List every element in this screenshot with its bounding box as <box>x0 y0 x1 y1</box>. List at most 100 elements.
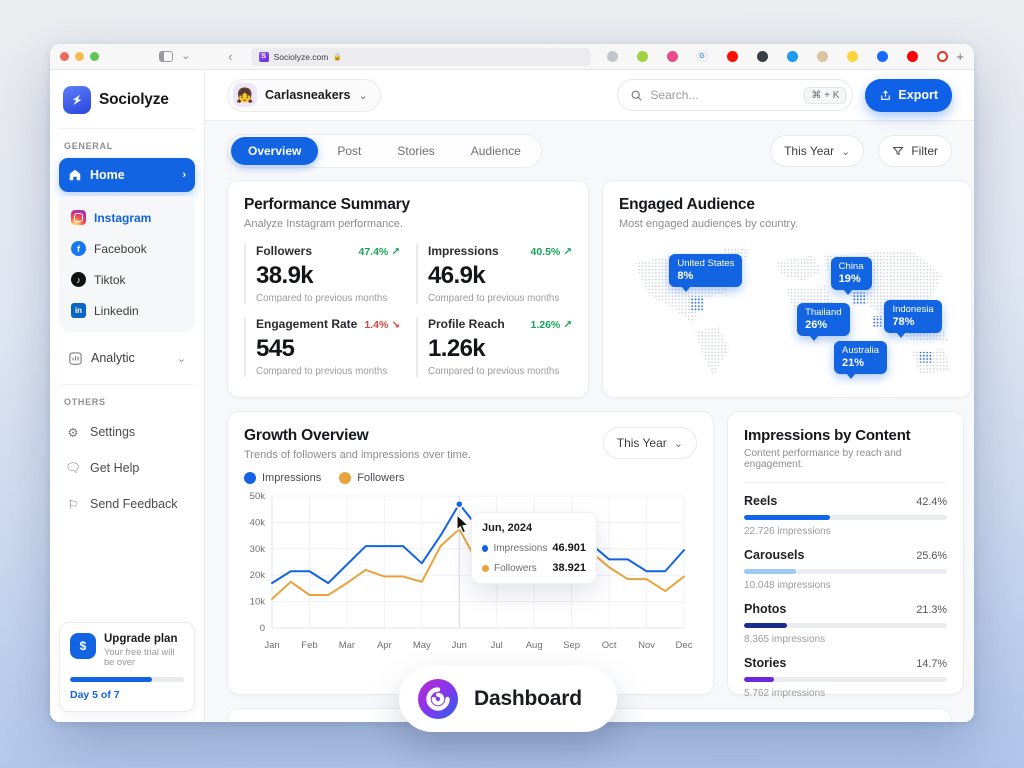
metric-header: Followers 47.4% ↗ <box>256 244 400 258</box>
section-label-others: OTHERS <box>64 397 106 407</box>
chart-period-select[interactable]: This Year ⌄ <box>602 427 697 459</box>
behance-icon[interactable] <box>876 51 888 62</box>
browser-chrome: ⌄ ‹ S Sociolyze.com 🔒 G + <box>50 44 974 70</box>
browser-sidebar-icon[interactable] <box>159 51 173 62</box>
chevron-down-icon: ⌄ <box>358 89 368 102</box>
card-title: Engaged Audience <box>619 196 755 213</box>
back-icon[interactable]: ‹ <box>228 49 233 64</box>
close-window-button[interactable] <box>60 52 69 61</box>
trial-progress-fill <box>70 677 153 682</box>
card-title: Impressions by Content <box>744 427 911 444</box>
content-caption: 10.048 impressions <box>744 580 831 591</box>
sidebar-item-linkedin[interactable]: in Linkedin <box>71 295 191 326</box>
adobe-icon[interactable] <box>726 51 738 62</box>
tab-post[interactable]: Post <box>337 144 362 158</box>
geo-badge-australia: Australia 21% <box>834 341 887 380</box>
leaf-icon[interactable] <box>636 51 648 62</box>
export-button[interactable]: Export <box>865 78 952 112</box>
content-label: Carousels <box>744 548 805 562</box>
legend-dot <box>339 472 352 484</box>
product-icon[interactable] <box>816 51 828 62</box>
legend-label: Followers <box>357 472 405 484</box>
card-subtitle: Trends of followers and impressions over… <box>244 449 472 461</box>
overlay-label: Dashboard <box>474 687 582 710</box>
geo-country-label: Thailand <box>805 307 842 319</box>
legend-label: Impressions <box>262 472 322 484</box>
metric-caption: Compared to previous months <box>256 293 388 304</box>
content-progress-bar <box>744 677 947 682</box>
geo-country-label: Indonesia <box>892 304 934 316</box>
maximize-window-button[interactable] <box>90 52 99 61</box>
legend-dot <box>244 472 256 484</box>
extension-icon[interactable] <box>606 51 618 62</box>
metric-value: 545 <box>256 335 295 362</box>
youtube-icon[interactable] <box>906 51 918 62</box>
minimize-window-button[interactable] <box>75 52 84 61</box>
chevron-down-icon[interactable]: ⌄ <box>181 50 191 62</box>
metric-header: Impressions 40.5% ↗ <box>428 244 572 258</box>
brand-name: Sociolyze <box>99 91 169 108</box>
geo-country-label: China <box>838 260 864 272</box>
opera-icon[interactable] <box>936 51 948 62</box>
sidebar-item-settings[interactable]: ⚙ Settings <box>59 414 195 450</box>
metric-value: 1.26k <box>428 335 486 362</box>
sidebar-item-label: Linkedin <box>94 303 139 318</box>
twitter-icon[interactable] <box>786 51 798 62</box>
card-subtitle: Most engaged audiences by country. <box>619 218 798 230</box>
period-label: This Year <box>616 436 667 450</box>
content-progress-bar <box>744 569 947 574</box>
tooltip-title: Jun, 2024 <box>482 522 533 534</box>
chevron-down-icon: ⌄ <box>176 352 186 365</box>
tab-overview[interactable]: Overview <box>231 137 319 165</box>
dribbble-icon[interactable] <box>666 51 678 62</box>
analytics-icon <box>69 351 82 365</box>
upgrade-plan-card[interactable]: $ Upgrade plan Your free trial will be o… <box>59 622 195 712</box>
snapchat-icon[interactable] <box>846 51 858 62</box>
content-progress-fill <box>744 623 788 628</box>
dashboard-overlay-badge: Dashboard <box>399 666 617 732</box>
metric-value: 46.9k <box>428 262 486 289</box>
content-caption: 22.726 impressions <box>744 526 831 537</box>
tab-stories[interactable]: Stories <box>397 144 435 158</box>
card-subtitle: Analyze Instagram performance. <box>244 218 403 230</box>
others-group: ⚙ Settings 🗨 Get Help ⚐ Send Feedback <box>59 414 195 522</box>
account-switcher[interactable]: 👧 Carlasneakers ⌄ <box>227 78 381 112</box>
geo-country-label: United States <box>677 257 735 269</box>
content-caption: 5.762 impressions <box>744 688 826 699</box>
sidebar-item-home[interactable]: Home › <box>59 158 195 192</box>
search-input[interactable]: Search... ⌘ + K <box>617 79 854 111</box>
sidebar-item-instagram[interactable]: Instagram <box>71 202 191 233</box>
metric-delta: 1.4% ↘ <box>364 319 400 331</box>
svg-text:30k: 30k <box>250 544 266 555</box>
tab-audience[interactable]: Audience <box>470 144 521 158</box>
sidebar-item-get-help[interactable]: 🗨 Get Help <box>59 450 195 486</box>
filter-button[interactable]: Filter <box>878 135 952 167</box>
sidebar-item-tiktok[interactable]: ♪ Tiktok <box>71 264 191 295</box>
chart-legend: Impressions Followers <box>244 472 697 484</box>
mountain-icon[interactable] <box>756 51 768 62</box>
svg-text:Dec: Dec <box>676 640 693 651</box>
metric-label: Impressions <box>428 244 499 258</box>
period-select[interactable]: This Year ⌄ <box>770 135 865 167</box>
browser-tab[interactable]: S Sociolyze.com 🔒 <box>250 47 591 66</box>
metric-impressions: Impressions 40.5% ↗ 46.9k Compared to previ… <box>416 244 572 304</box>
chevron-down-icon: ⌄ <box>673 437 683 450</box>
sidebar-item-label: Instagram <box>94 210 152 225</box>
content-row-stories: Stories 14.7% 5.762 impressions <box>744 656 947 699</box>
new-tab-button[interactable]: + <box>956 49 964 64</box>
upgrade-title: Upgrade plan <box>104 633 178 645</box>
metric-caption: Compared to previous months <box>428 293 560 304</box>
export-icon <box>881 89 891 100</box>
sidebar-item-label: Get Help <box>90 461 140 475</box>
content-label: Stories <box>744 656 787 670</box>
divider <box>744 482 947 483</box>
card-subtitle: Content performance by reach and engagem… <box>744 448 902 470</box>
sidebar-item-send-feedback[interactable]: ⚐ Send Feedback <box>59 486 195 522</box>
sidebar-item-analytic[interactable]: Analytic ⌄ <box>59 342 195 374</box>
content-row-carousels: Carousels 25.6% 10.048 impressions <box>744 548 947 591</box>
google-icon[interactable]: G <box>696 51 708 62</box>
tooltip-value: 46.901 <box>552 542 586 554</box>
sidebar-item-facebook[interactable]: f Facebook <box>71 233 191 264</box>
browser-window: ⌄ ‹ S Sociolyze.com 🔒 G + Sociolyze GENE… <box>50 44 974 722</box>
sidebar-item-label: Settings <box>90 425 136 439</box>
